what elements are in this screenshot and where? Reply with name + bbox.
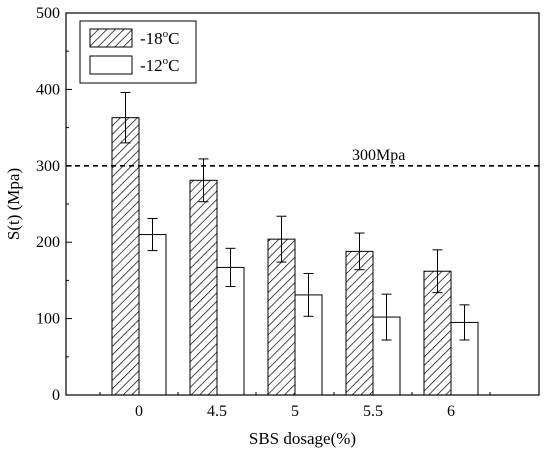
y-tick-label: 500 — [36, 5, 60, 22]
legend-label-series-1: -18oC — [140, 28, 180, 48]
x-tick-label: 4.5 — [207, 403, 227, 420]
legend-swatch-series-2 — [89, 55, 133, 75]
bar-series-1-4.5 — [189, 179, 218, 396]
bar-series-1-0 — [111, 117, 140, 396]
y-tick-label: 400 — [36, 81, 60, 98]
bars-group — [111, 117, 479, 396]
bar-series-2-5 — [294, 294, 323, 396]
x-tick-label: 5.5 — [363, 403, 383, 420]
x-axis-title: SBS dosage(%) — [249, 429, 356, 448]
bar-series-1-5.5 — [345, 250, 374, 396]
x-tick-label: 6 — [447, 403, 455, 420]
y-tick-label: 0 — [52, 387, 60, 404]
x-tick-label: 5 — [291, 403, 299, 420]
bar-series-2-0 — [138, 234, 167, 396]
error-bars-group — [120, 91, 470, 341]
y-tick-label: 200 — [36, 234, 60, 251]
reference-line-label: 300Mpa — [352, 147, 405, 164]
x-tick-label: 0 — [135, 403, 143, 420]
axes-group: 0 100 200 300 400 500 0 4.5 5 5.5 6 — [36, 5, 540, 420]
legend: -18oC -12oC — [79, 20, 197, 84]
y-tick-label: 300 — [36, 158, 60, 175]
legend-label-series-2: -12oC — [140, 55, 180, 75]
y-tick-label: 100 — [36, 311, 60, 328]
legend-swatch-series-1 — [89, 28, 133, 48]
bar-series-1-5 — [267, 238, 296, 396]
y-axis-title: S(t) (Mpa) — [4, 168, 23, 240]
